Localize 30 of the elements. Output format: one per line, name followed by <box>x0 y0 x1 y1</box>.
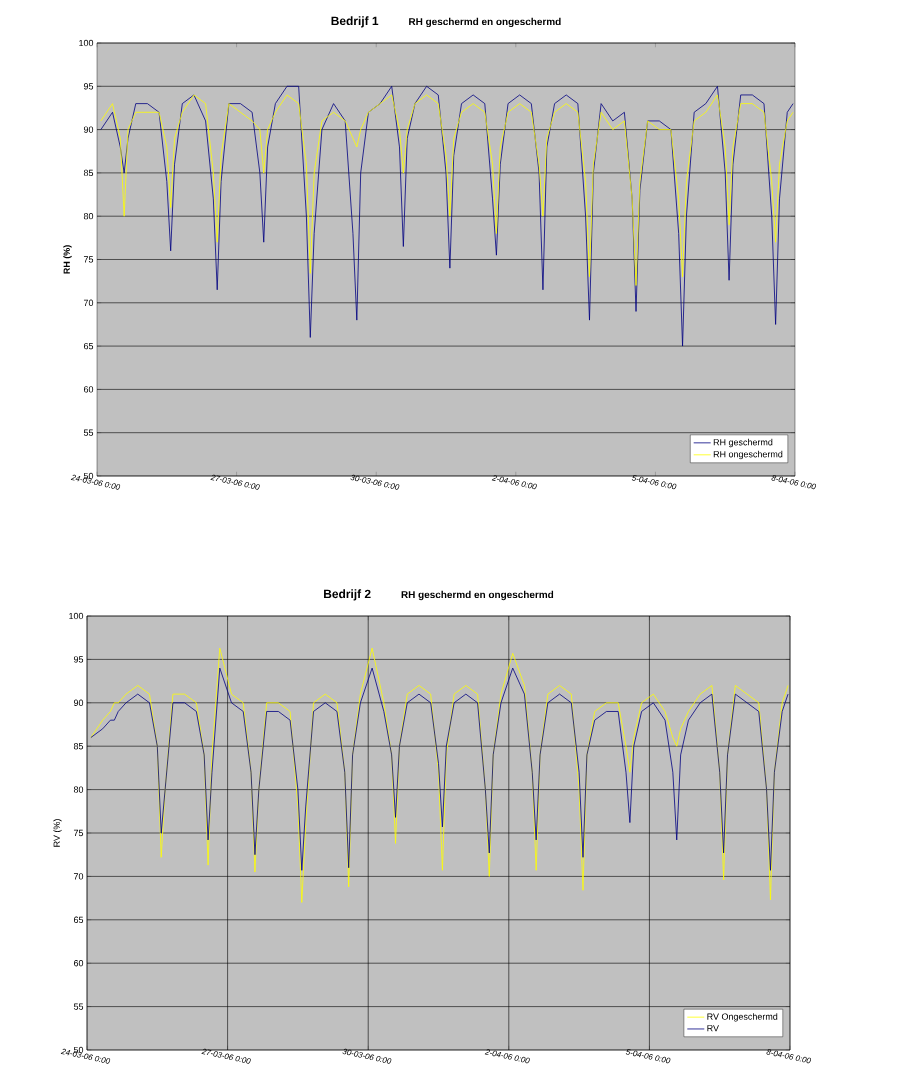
y-tick-label: 80 <box>73 786 84 793</box>
y-tick-label: 75 <box>73 829 84 837</box>
y-tick-label: 85 <box>83 169 94 177</box>
y-tick-label: 95 <box>83 83 94 90</box>
chart-title: Bedrijf 2 <box>324 589 371 601</box>
legend-label: RH ongeschermd <box>713 450 783 460</box>
y-tick-label: 90 <box>83 126 94 133</box>
y-tick-label: 95 <box>73 656 84 663</box>
y-tick-label: 60 <box>73 960 84 967</box>
y-tick-label: 55 <box>83 429 94 436</box>
legend-label: RV Ongeschermd <box>707 1013 778 1022</box>
chart-title: Bedrijf 1 <box>331 16 379 28</box>
legend-label: RH geschermd <box>713 438 773 448</box>
y-tick-label: 70 <box>83 299 94 306</box>
y-tick-label: 65 <box>73 916 84 923</box>
y-tick-label: 100 <box>79 39 94 47</box>
y-axis-title: RH (%) <box>63 245 72 274</box>
y-tick-label: 60 <box>83 386 94 393</box>
y-tick-label: 80 <box>83 213 94 220</box>
y-tick-label: 70 <box>73 873 84 880</box>
y-tick-label: 55 <box>73 1003 84 1010</box>
y-tick-label: 90 <box>73 699 84 706</box>
y-tick-label: 65 <box>83 342 94 350</box>
chart-subtitle: RH geschermd en ongeschermd <box>401 590 554 601</box>
y-tick-label: 100 <box>69 612 84 620</box>
y-axis-title: RV (%) <box>53 819 62 847</box>
y-tick-label: 75 <box>83 256 94 263</box>
legend-label: RV <box>707 1025 719 1032</box>
y-tick-label: 85 <box>73 743 84 750</box>
chart-subtitle: RH geschermd en ongeschermd <box>409 17 561 28</box>
